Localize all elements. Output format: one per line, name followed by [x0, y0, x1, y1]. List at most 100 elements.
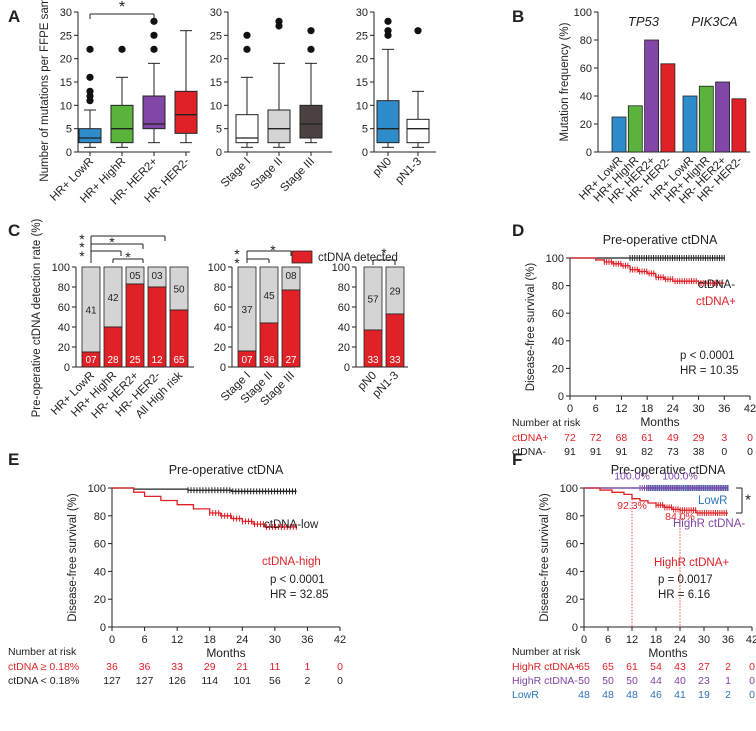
panelE-risk-label: ctDNA < 0.18% — [8, 675, 80, 687]
panelE-risk-value: 127 — [136, 675, 154, 687]
panelD-xtick-label: 12 — [615, 403, 627, 415]
panelC-bar-detected — [81, 351, 101, 368]
panelA-outlier — [150, 31, 158, 39]
panelE-series-label: ctDNA-low — [264, 519, 319, 531]
panelF-xtick-label: 18 — [650, 634, 662, 646]
panelE-risk-title: Number at risk — [8, 646, 77, 658]
panelE-risk-value: 114 — [201, 675, 218, 687]
panelF-risk-value: 50 — [626, 675, 638, 687]
panelD-ytick-label: 0 — [558, 391, 564, 403]
panelE-risk-value: 36 — [106, 661, 118, 673]
panelD-xtick-label: 30 — [692, 403, 704, 415]
panelB-gene-label: PIK3CA — [691, 14, 737, 29]
panelF-risk-value: 46 — [650, 689, 662, 701]
panelE-risk-value: 101 — [234, 675, 252, 687]
panelC-detected-n: 25 — [129, 355, 141, 366]
panel-label-C: C — [8, 221, 20, 240]
panelC-ytick-label: 60 — [214, 302, 226, 314]
panelD-hr: HR = 10.35 — [680, 365, 739, 377]
panelD-risk-title: Number at risk — [512, 417, 581, 429]
panel-label-D: D — [512, 221, 524, 240]
panelD-risk-value: 38 — [693, 446, 705, 458]
panelE-risk-value: 0 — [337, 661, 343, 673]
panelA-outlier — [307, 45, 315, 53]
panelB-ylabel: Mutation frequency (%) — [559, 22, 571, 141]
panelC-ylabel: Pre-operative ctDNA detection rate (%) — [31, 218, 43, 417]
panelC-detected-n: 33 — [389, 355, 401, 366]
panelD-risk-value: 82 — [641, 446, 653, 458]
panelE-risk-label: ctDNA ≥ 0.18% — [8, 661, 79, 673]
panelC-ytick-label: 20 — [214, 342, 226, 354]
panelA-ytick-label: 0 — [66, 147, 72, 159]
panelA-outlier — [384, 17, 392, 25]
panelD-risk-value: 0 — [747, 446, 753, 458]
panelD-risk-value: 72 — [564, 432, 576, 444]
panelF-risk-value: 0 — [749, 661, 755, 673]
panelF-risk-value: 2 — [725, 689, 731, 701]
panelD-risk-label: ctDNA- — [512, 446, 546, 458]
panelF-risk-value: 0 — [749, 689, 755, 701]
panelA-outlier — [243, 31, 251, 39]
panelB-ytick-label: 20 — [580, 119, 592, 131]
panelE-risk-value: 56 — [269, 675, 281, 687]
panelC-sig-star: * — [109, 234, 115, 250]
panelE-ytick-label: 0 — [100, 622, 106, 634]
panelA-box — [299, 104, 323, 139]
panelD-risk-value: 0 — [721, 446, 727, 458]
panelD-risk-label: ctDNA+ — [512, 432, 548, 444]
panelF-ytick-label: 20 — [566, 594, 578, 606]
panelC-ytick-label: 100 — [208, 262, 226, 274]
panelB-bar — [715, 81, 730, 153]
panelC-undetected-n: 50 — [173, 285, 185, 296]
panelF-risk-value: 65 — [602, 661, 614, 673]
panelA-outlier — [118, 45, 126, 53]
panelF-risk-value: 48 — [578, 689, 590, 701]
panelA-outlier — [384, 27, 392, 35]
panelF-risk-value: 54 — [650, 661, 662, 673]
panelC-ytick-label: 0 — [344, 362, 350, 374]
panelA-ytick-label: 0 — [216, 147, 222, 159]
panel-label-A: A — [8, 7, 20, 26]
panelF-risk-value: 43 — [674, 661, 686, 673]
panelC-detected-n: 33 — [367, 355, 379, 366]
panelC-ytick-label: 40 — [338, 322, 350, 334]
panelE-risk-value: 2 — [305, 675, 311, 687]
panelB-bar — [698, 85, 714, 153]
panelA-ytick-label: 20 — [60, 54, 72, 66]
panelC-sig-star: * — [381, 245, 387, 261]
panelC-ytick-label: 100 — [332, 262, 350, 274]
panelF-xtick-label: 24 — [674, 634, 686, 646]
panelA-outlier — [307, 27, 315, 35]
panelB-ytick-label: 80 — [580, 35, 592, 47]
panelB-gene-label: TP53 — [628, 14, 660, 29]
panelC-ytick-label: 0 — [64, 362, 70, 374]
panel-label-F: F — [512, 450, 522, 469]
panelD-risk-value: 61 — [641, 432, 653, 444]
panelE-risk-value: 36 — [139, 661, 151, 673]
panelD-risk-value: 3 — [721, 432, 727, 444]
panelE-risk-value: 29 — [204, 661, 216, 673]
panelA-ytick-label: 10 — [60, 100, 72, 112]
panelC-bar-detected — [385, 313, 405, 368]
panelC-detected-n: 28 — [107, 355, 119, 366]
panelC-sig-star: * — [234, 255, 240, 271]
panelF-hr: HR = 6.16 — [658, 589, 710, 601]
panelF-ytick-label: 80 — [566, 511, 578, 523]
panelF-risk-value: 65 — [578, 661, 590, 673]
panelB-ytick-label: 60 — [580, 63, 592, 75]
panelE-risk-value: 1 — [305, 661, 311, 673]
panelA-ytick-label: 10 — [210, 100, 222, 112]
panelA-ytick-label: 25 — [210, 30, 222, 42]
panelF-xtick-label: 42 — [746, 634, 756, 646]
panelF-pvalue: p = 0.0017 — [658, 574, 713, 586]
panelA-outlier — [275, 17, 283, 25]
panelB-bar — [627, 105, 643, 153]
panelC-undetected-n: 37 — [241, 305, 253, 316]
panelA-ytick-label: 15 — [210, 77, 222, 89]
panelA-ytick-label: 5 — [216, 124, 222, 136]
panelD-ytick-label: 100 — [546, 253, 564, 265]
panelC-detected-n: 07 — [85, 355, 97, 366]
panel-label-E: E — [8, 450, 19, 469]
panelF-annotation: 100.0% — [614, 471, 650, 483]
panelC-undetected-n: 45 — [263, 291, 275, 302]
